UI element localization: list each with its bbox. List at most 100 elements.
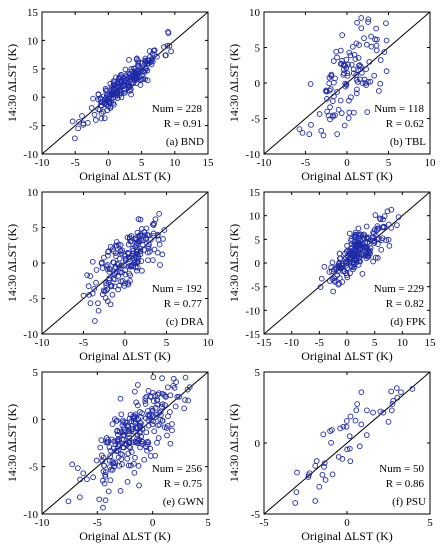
- data-point: [358, 389, 365, 396]
- data-point: [365, 19, 371, 25]
- data-point: [364, 407, 370, 414]
- data-point: [90, 95, 96, 102]
- data-point: [136, 429, 143, 436]
- y-axis-label: 14:30 ΔLST (K): [5, 224, 19, 302]
- data-point: [377, 408, 384, 415]
- data-point: [127, 87, 133, 94]
- data-point: [134, 229, 141, 236]
- data-point: [121, 252, 128, 259]
- y-axis-label: 14:30 ΔLST (K): [5, 44, 19, 122]
- data-point: [135, 71, 142, 77]
- data-point: [374, 223, 381, 229]
- panel-label: (d) FPK: [390, 316, 426, 328]
- data-point: [350, 259, 357, 265]
- data-point: [360, 232, 367, 239]
- data-point: [390, 397, 396, 404]
- data-point: [185, 397, 192, 404]
- data-point: [104, 107, 110, 114]
- data-point: [103, 280, 110, 286]
- data-point: [119, 269, 126, 276]
- data-point: [136, 482, 142, 489]
- data-point: [125, 263, 132, 270]
- data-point: [335, 268, 341, 275]
- panel-label: (b) TBL: [390, 136, 426, 148]
- y-tick-label: -10: [245, 149, 260, 161]
- data-point: [346, 445, 353, 452]
- num-annotation: Num = 192: [152, 283, 202, 295]
- data-point: [117, 77, 124, 84]
- data-point: [324, 108, 331, 115]
- data-point: [75, 125, 81, 132]
- data-point: [142, 401, 149, 407]
- data-point: [359, 69, 365, 76]
- point-group: [69, 28, 174, 142]
- y-tick-label: 0: [33, 258, 39, 270]
- data-point: [163, 425, 170, 431]
- data-point: [151, 246, 158, 253]
- data-point: [152, 452, 158, 459]
- data-point: [142, 395, 149, 401]
- y-axis-label: 14:30 ΔLST (K): [227, 224, 241, 302]
- y-tick-label: 5: [33, 223, 39, 235]
- point-group: [296, 15, 390, 139]
- data-point: [95, 106, 102, 113]
- data-point: [169, 421, 175, 427]
- data-point: [108, 466, 114, 473]
- data-point: [320, 132, 327, 139]
- data-point: [115, 441, 122, 448]
- y-tick-label: -5: [29, 294, 39, 306]
- data-point: [109, 458, 116, 465]
- data-point: [305, 472, 312, 479]
- data-point: [99, 477, 106, 484]
- data-point: [65, 498, 72, 505]
- data-point: [143, 429, 150, 436]
- data-point: [118, 411, 125, 418]
- data-point: [377, 57, 384, 63]
- data-point: [172, 403, 179, 410]
- data-point: [121, 89, 128, 96]
- data-point: [173, 379, 179, 385]
- panel-label: (e) GWN: [163, 496, 204, 508]
- data-point: [102, 469, 109, 476]
- data-point: [150, 47, 157, 54]
- y-tick-label: 0: [255, 78, 261, 90]
- x-tick-label: -10: [35, 337, 50, 349]
- data-point: [126, 256, 132, 262]
- y-tick-label: 10: [249, 7, 261, 19]
- data-point: [112, 441, 119, 448]
- data-point: [313, 458, 320, 464]
- data-point: [133, 241, 140, 248]
- y-tick-label: -10: [245, 305, 260, 317]
- plot-frame: [41, 371, 209, 515]
- x-tick-label: -5: [71, 157, 81, 169]
- data-point: [123, 255, 129, 262]
- data-point: [351, 109, 357, 116]
- data-point: [346, 97, 352, 104]
- data-point: [109, 421, 116, 427]
- data-point: [111, 463, 118, 470]
- data-point: [353, 76, 360, 83]
- x-axis-label: Original ΔLST (K): [301, 529, 392, 543]
- x-tick-label: 5: [386, 157, 392, 169]
- data-point: [110, 246, 116, 252]
- data-point: [125, 450, 132, 457]
- data-point: [126, 56, 132, 63]
- data-point: [137, 429, 144, 435]
- data-point: [337, 255, 343, 262]
- data-point: [124, 478, 131, 485]
- data-point: [373, 42, 380, 49]
- data-point: [136, 423, 143, 430]
- data-point: [357, 231, 364, 238]
- data-point: [159, 251, 166, 258]
- data-point: [93, 267, 100, 273]
- data-point: [312, 498, 319, 504]
- data-point: [383, 237, 390, 244]
- x-tick-label: 0: [344, 157, 350, 169]
- data-point: [371, 72, 377, 79]
- data-point: [320, 431, 327, 438]
- data-point: [96, 496, 103, 503]
- data-point: [133, 399, 140, 406]
- data-point: [114, 428, 120, 435]
- data-point: [371, 240, 378, 246]
- data-point: [343, 423, 350, 430]
